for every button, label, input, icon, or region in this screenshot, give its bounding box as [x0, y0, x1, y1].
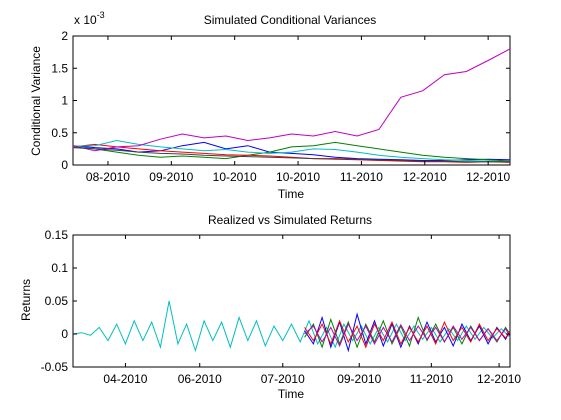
x-tick-label: 09-2010	[149, 170, 193, 184]
returns-y-ticks: -0.05 0 0.05 0.1 0.15	[41, 228, 510, 374]
returns-series-group	[72, 300, 511, 353]
returns-x-label: Time	[278, 387, 305, 401]
variance-y-multiplier: x 10-3	[74, 10, 105, 27]
y-tick-label: 1	[61, 94, 68, 108]
series-line-0	[72, 141, 511, 161]
x-tick-label: 10-2010	[276, 170, 320, 184]
returns-plot-area	[72, 234, 511, 368]
x-tick-label: 09-2010	[337, 372, 381, 386]
y-tick-label: 0.15	[45, 228, 69, 242]
variance-chart-title: Simulated Conditional Variances	[204, 13, 377, 27]
y-tick-label: -0.05	[41, 360, 69, 374]
series-line-5	[72, 147, 510, 163]
x-tick-label: 04-2010	[103, 372, 147, 386]
x-tick-label: 06-2010	[178, 372, 222, 386]
series-line-4	[72, 48, 511, 152]
x-tick-label: 10-2010	[213, 170, 257, 184]
series-line-4	[304, 322, 511, 348]
y-tick-label: 0	[61, 327, 68, 341]
x-tick-label: 12-2010	[403, 170, 447, 184]
y-tick-label: 0.5	[51, 126, 68, 140]
x-tick-label: 07-2010	[261, 372, 305, 386]
returns-chart-title: Realized vs Simulated Returns	[208, 213, 372, 227]
x-tick-label: 12-2010	[477, 372, 521, 386]
variance-x-label: Time	[278, 187, 305, 201]
variance-y-ticks: 0 0.5 1 1.5 2	[51, 29, 510, 172]
series-line-1	[72, 141, 511, 162]
x-tick-label: 11-2010	[340, 170, 383, 184]
series-line-0	[72, 300, 511, 353]
y-tick-label: 0	[61, 158, 68, 172]
x-tick-label: 11-2010	[410, 372, 453, 386]
variance-x-ticks: 08-2010 09-2010 10-2010 10-2010 11-2010 12-20…	[86, 36, 510, 184]
returns-chart: Realized vs Simulated Returns 04-2010 06-…	[19, 213, 521, 401]
variance-series-group	[72, 48, 511, 163]
series-line-3	[304, 319, 511, 349]
returns-x-ticks: 04-2010 06-2010 07-2010 09-2010 11-2010 12-20…	[103, 235, 521, 386]
y-tick-label: 2	[61, 29, 68, 43]
variance-y-multiplier-base: x 10	[74, 13, 97, 27]
series-line-3	[72, 139, 511, 163]
y-tick-label: 1.5	[51, 61, 68, 75]
x-tick-label: 12-2010	[466, 170, 510, 184]
y-tick-label: 0.1	[51, 261, 68, 275]
x-tick-label: 08-2010	[86, 170, 130, 184]
variance-y-multiplier-exponent: -3	[97, 10, 105, 20]
returns-y-label: Returns	[19, 279, 33, 321]
variance-y-label: Conditional Variance	[29, 46, 43, 156]
series-line-2	[72, 143, 511, 163]
y-tick-label: 0.05	[45, 294, 69, 308]
variance-chart: Simulated Conditional Variances x 10-3 0…	[29, 10, 511, 201]
